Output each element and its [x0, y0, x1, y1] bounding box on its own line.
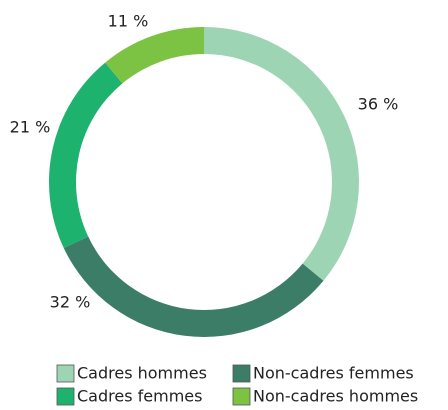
donut-segment: [105, 27, 204, 84]
donut-segment: [63, 236, 324, 337]
value-label: 36 %: [358, 95, 399, 114]
legend-swatch: [232, 387, 251, 406]
legend-swatch: [56, 387, 75, 406]
legend-swatch: [232, 364, 251, 383]
value-label: 21 %: [10, 118, 51, 137]
value-label: 32 %: [50, 293, 91, 312]
value-label: 11 %: [108, 12, 149, 31]
donut-segment: [204, 27, 359, 281]
legend-swatch: [56, 364, 75, 383]
legend-label: Cadres hommes: [77, 364, 207, 383]
legend-label: Non-cadres hommes: [253, 387, 418, 406]
donut-segment: [49, 62, 123, 248]
legend-label: Non-cadres femmes: [253, 364, 414, 383]
legend-label: Cadres femmes: [77, 387, 202, 406]
